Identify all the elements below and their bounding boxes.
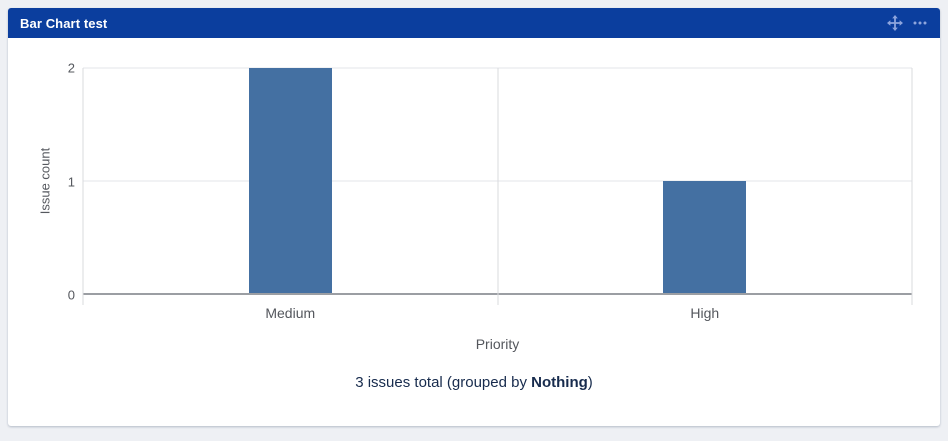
more-options-icon[interactable] [912,15,928,31]
y-tick-label: 0 [67,287,75,303]
gadget-header: Bar Chart test [8,8,940,38]
move-icon[interactable] [887,15,903,31]
gridline-x [911,68,913,305]
x-category-label-medium: Medium [265,305,316,321]
x-category-label-high: High [690,305,720,321]
y-axis-tick-labels: 0 1 2 [8,62,75,302]
x-axis-category-labels: Medium High [83,305,912,323]
gridline-x [497,68,498,305]
group-by-value: Nothing [531,374,588,391]
summary-suffix: ) [587,374,593,391]
gadget-title: Bar Chart test [20,15,108,31]
y-tick-label: 1 [67,174,75,189]
y-axis-line [82,68,84,305]
bar-high[interactable] [663,180,747,293]
plot-area [82,67,913,305]
x-axis-title: Priority [475,336,520,352]
summary-text: 3 issues total (grouped by Nothing) [8,374,940,391]
gadget-header-actions [887,15,928,31]
summary-prefix: 3 issues total (grouped by [355,374,532,391]
bar-medium[interactable] [248,68,332,293]
y-tick-label: 2 [67,60,75,76]
